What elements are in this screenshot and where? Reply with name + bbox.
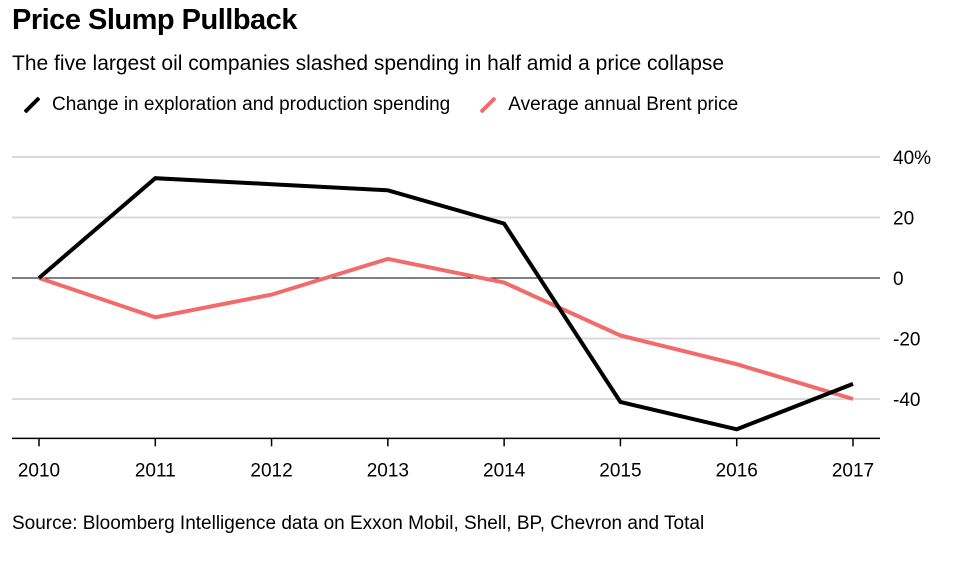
y-tick-label: 0 bbox=[893, 269, 904, 290]
series-line-brent bbox=[38, 256, 854, 401]
legend-label-spending: Change in exploration and production spe… bbox=[52, 94, 451, 115]
legend-item-spending: Change in exploration and production spe… bbox=[22, 94, 450, 116]
x-tick-label: 2012 bbox=[250, 460, 292, 481]
x-tick-label: 2010 bbox=[18, 460, 60, 481]
legend: Change in exploration and production spe… bbox=[22, 94, 766, 116]
y-tick-label: -20 bbox=[893, 330, 920, 351]
x-tick-label: 2014 bbox=[483, 460, 526, 481]
legend-label-brent: Average annual Brent price bbox=[508, 94, 739, 115]
source-note: Source: Bloomberg Intelligence data on E… bbox=[12, 513, 705, 534]
legend-item-brent: Average annual Brent price bbox=[478, 94, 738, 116]
chart-title: Price Slump Pullback bbox=[12, 4, 297, 36]
x-tick-label: 2011 bbox=[135, 460, 176, 481]
y-tick-label: 40% bbox=[893, 148, 931, 169]
y-tick-label: -40 bbox=[893, 390, 920, 411]
y-tick-label: 20 bbox=[893, 209, 914, 230]
x-tick-label: 2013 bbox=[367, 460, 409, 481]
x-tick-label: 2016 bbox=[716, 460, 758, 481]
series-line-spending bbox=[37, 176, 854, 432]
x-tick-label: 2015 bbox=[599, 460, 641, 481]
x-tick-label: 2017 bbox=[832, 460, 874, 481]
chart-subtitle: The five largest oil companies slashed s… bbox=[12, 52, 725, 75]
